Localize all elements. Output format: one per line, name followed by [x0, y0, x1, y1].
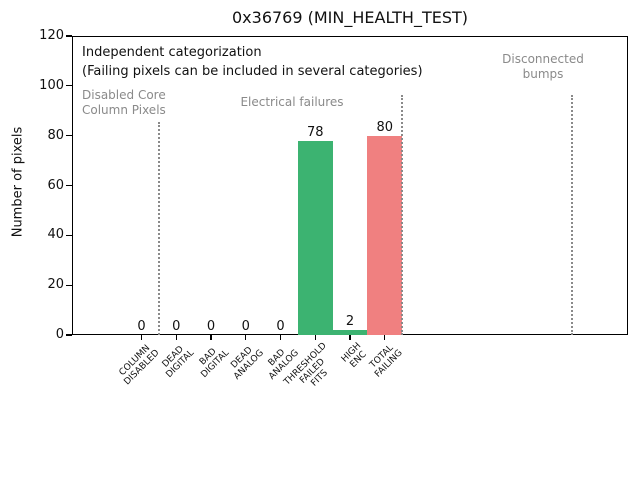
- bar-value-label: 0: [172, 319, 181, 334]
- bar: [332, 330, 368, 335]
- section-label-line: Disabled Core: [82, 88, 166, 102]
- x-tick-label: BAD DIGITAL: [192, 341, 231, 380]
- annotation-independent-categorization: Independent categorization: [82, 45, 262, 60]
- bar: [367, 135, 403, 335]
- plot-area: [72, 36, 628, 335]
- x-tick-label: COLUMN DISABLED: [115, 341, 162, 387]
- bar-value-label: 0: [276, 319, 285, 334]
- y-tick-label: 20: [47, 277, 64, 293]
- x-tick-mark: [279, 335, 282, 340]
- y-tick-mark: [66, 35, 72, 37]
- x-tick-mark: [245, 335, 247, 340]
- x-tick-mark: [314, 335, 316, 340]
- section-label: Disconnected bumps: [502, 52, 584, 82]
- x-tick-mark: [140, 335, 143, 340]
- bar-value-label: 0: [241, 319, 250, 334]
- x-tick-mark: [175, 335, 177, 340]
- y-tick-mark: [66, 334, 72, 336]
- y-tick-label: 100: [39, 77, 64, 93]
- y-tick-label: 60: [47, 177, 64, 193]
- y-tick-mark: [66, 135, 72, 137]
- section-label-line: Column Pixels: [82, 103, 166, 117]
- section-label-line: Disconnected: [502, 52, 584, 66]
- y-tick-label: 40: [47, 227, 64, 243]
- x-tick-label: TOTAL FAILING: [366, 341, 404, 379]
- section-separator: [401, 95, 404, 335]
- x-tick-mark: [210, 335, 212, 340]
- section-label-line: bumps: [522, 67, 564, 81]
- y-tick-mark: [66, 284, 72, 286]
- bar: [297, 140, 333, 335]
- section-separator: [157, 122, 160, 335]
- y-tick-label: 80: [47, 127, 64, 143]
- x-tick-label: DEAD ANALOG: [225, 341, 266, 382]
- y-tick-mark: [66, 184, 72, 187]
- bar-value-label: 2: [345, 314, 355, 330]
- y-tick-mark: [66, 234, 72, 236]
- section-label: Disabled Core Column Pixels: [82, 88, 166, 118]
- x-tick-mark: [384, 335, 386, 340]
- annotation-failing-pixels-note: (Failing pixels can be included in sever…: [82, 64, 423, 79]
- y-tick-mark: [66, 85, 72, 87]
- section-label-line: Electrical failures: [240, 95, 344, 109]
- bar-value-label: 0: [206, 319, 216, 334]
- x-tick-mark: [349, 335, 351, 340]
- y-tick-label: 120: [39, 28, 64, 43]
- bar-value-label: 80: [376, 119, 394, 135]
- y-tick-label: 0: [55, 327, 64, 342]
- section-label: Electrical failures: [240, 95, 343, 110]
- bar-value-label: 0: [137, 319, 146, 334]
- x-tick-label: DEAD DIGITAL: [157, 341, 197, 380]
- x-tick-label: HIGH ENC: [340, 341, 371, 372]
- bar-value-label: 78: [306, 124, 324, 140]
- chart-title: 0x36769 (MIN_HEALTH_TEST): [231, 8, 469, 27]
- section-separator: [571, 95, 574, 335]
